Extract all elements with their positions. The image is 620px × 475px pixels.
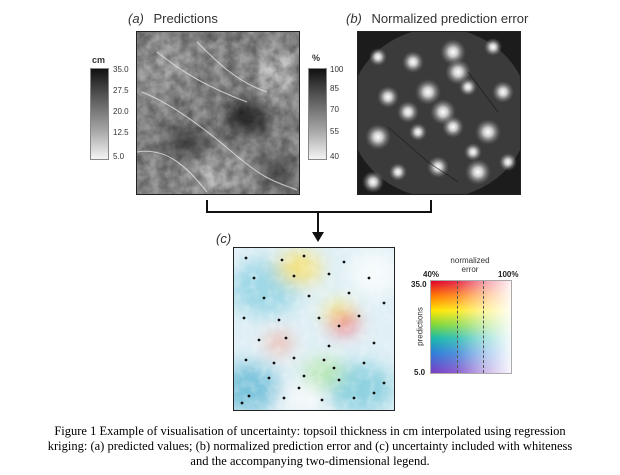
uncertainty-map-image <box>234 248 394 410</box>
sample-point <box>352 396 356 400</box>
sample-point <box>277 318 281 322</box>
sample-point <box>244 358 248 362</box>
panel-b-colorbar <box>308 68 327 160</box>
sample-point <box>362 361 366 365</box>
legend-header-line1: normalized <box>450 256 490 265</box>
error-glow-spot <box>440 39 466 65</box>
sample-point <box>244 256 248 260</box>
sample-point <box>272 361 276 365</box>
error-glow-spot <box>402 51 424 73</box>
sample-point <box>262 296 266 300</box>
panel-a-map <box>136 31 300 195</box>
sample-point <box>317 316 321 320</box>
sample-point <box>247 394 251 398</box>
sample-point <box>320 398 324 402</box>
down-arrow-icon <box>312 232 324 242</box>
error-glow-spot <box>409 123 427 141</box>
sample-point <box>327 272 331 276</box>
error-glow-spot <box>475 119 501 145</box>
panel-c-letter: (c) <box>216 231 232 246</box>
error-glow-spot <box>484 38 502 56</box>
connector-bracket <box>206 200 432 242</box>
legend-x-min: 40% <box>423 270 440 279</box>
panel-b-tick-4: 55 <box>330 127 339 136</box>
error-glow-spot <box>397 101 419 123</box>
sample-point <box>240 401 244 405</box>
panel-a-letter: (a) <box>128 11 144 26</box>
panel-a-tick-1: 35.0 <box>113 65 129 74</box>
sample-point <box>302 374 306 378</box>
panel-b-letter: (b) <box>346 11 362 26</box>
error-glow-spot <box>377 86 399 108</box>
legend-header: normalized error <box>440 256 500 274</box>
error-glow-spot <box>362 171 384 193</box>
sample-point <box>372 341 376 345</box>
sample-point <box>302 254 306 258</box>
panel-b-tick-5: 40 <box>330 152 339 161</box>
sample-point <box>337 378 341 382</box>
predictions-map-image <box>137 32 299 194</box>
sample-point <box>257 338 261 342</box>
sample-point <box>327 344 331 348</box>
panel-b-title: (b) Normalized prediction error <box>346 11 528 26</box>
error-map-image <box>358 32 520 194</box>
sample-point <box>347 291 351 295</box>
sample-point <box>372 391 376 395</box>
sample-point <box>382 301 386 305</box>
panel-a-tick-4: 12.5 <box>113 128 129 137</box>
panel-a-tick-3: 20.0 <box>113 107 129 116</box>
sample-point <box>332 366 336 370</box>
panel-c-title: (c) <box>216 231 231 246</box>
sample-point <box>282 396 286 400</box>
legend-y-max: 35.0 <box>411 280 427 289</box>
error-glow-spot <box>415 79 441 105</box>
panel-b-title-text: Normalized prediction error <box>371 11 529 26</box>
panel-a-tick-5: 5.0 <box>113 152 125 161</box>
error-glow-spot <box>389 163 407 181</box>
error-glow-spot <box>465 159 491 185</box>
sample-point <box>242 316 246 320</box>
sample-point <box>297 386 301 390</box>
sample-point <box>284 336 288 340</box>
error-glow-spot <box>369 48 387 66</box>
sample-point <box>322 358 326 362</box>
panel-b-tick-3: 70 <box>330 105 339 114</box>
sample-point <box>307 294 311 298</box>
sample-point <box>280 258 284 262</box>
sample-point <box>382 381 386 385</box>
panel-a-colorbar <box>90 68 109 160</box>
panel-a-title-text: Predictions <box>153 11 218 26</box>
panel-a-unit: cm <box>92 55 106 65</box>
sample-point <box>342 260 346 264</box>
panel-b-map <box>357 31 521 195</box>
legend-x-max: 100% <box>498 270 519 279</box>
error-glow-spot <box>445 59 471 85</box>
sample-point <box>292 274 296 278</box>
error-glow-spot <box>464 143 482 161</box>
sample-point <box>367 276 371 280</box>
sample-point <box>337 324 341 328</box>
error-glow-spot <box>499 153 517 171</box>
caption-line-1: Figure 1 Example of visualisation of unc… <box>54 424 566 438</box>
caption-line-3: and the accompanying two-dimensional leg… <box>190 454 430 468</box>
panel-a-title: (a) Predictions <box>128 11 218 26</box>
legend-y-axis-label: predictions <box>415 307 425 346</box>
panel-b-tick-2: 85 <box>330 84 339 93</box>
caption-line-2: kriging: (a) predicted values; (b) norma… <box>47 439 573 453</box>
panel-c-map <box>233 247 395 411</box>
panel-a-tick-2: 27.5 <box>113 86 129 95</box>
panel-b-unit: % <box>312 53 321 63</box>
sample-point <box>292 356 296 360</box>
error-glow-spot <box>365 124 391 150</box>
error-glow-spot <box>492 81 514 103</box>
sample-point <box>357 314 361 318</box>
legend-y-min: 5.0 <box>414 368 426 377</box>
legend-2d-swatch <box>430 280 512 374</box>
legend-header-line2: error <box>461 265 479 274</box>
panel-b-tick-1: 100 <box>330 65 344 74</box>
sample-point <box>267 376 271 380</box>
error-glow-spot <box>430 99 456 125</box>
figure-caption: Figure 1 Example of visualisation of unc… <box>0 424 620 469</box>
sample-point <box>252 276 256 280</box>
